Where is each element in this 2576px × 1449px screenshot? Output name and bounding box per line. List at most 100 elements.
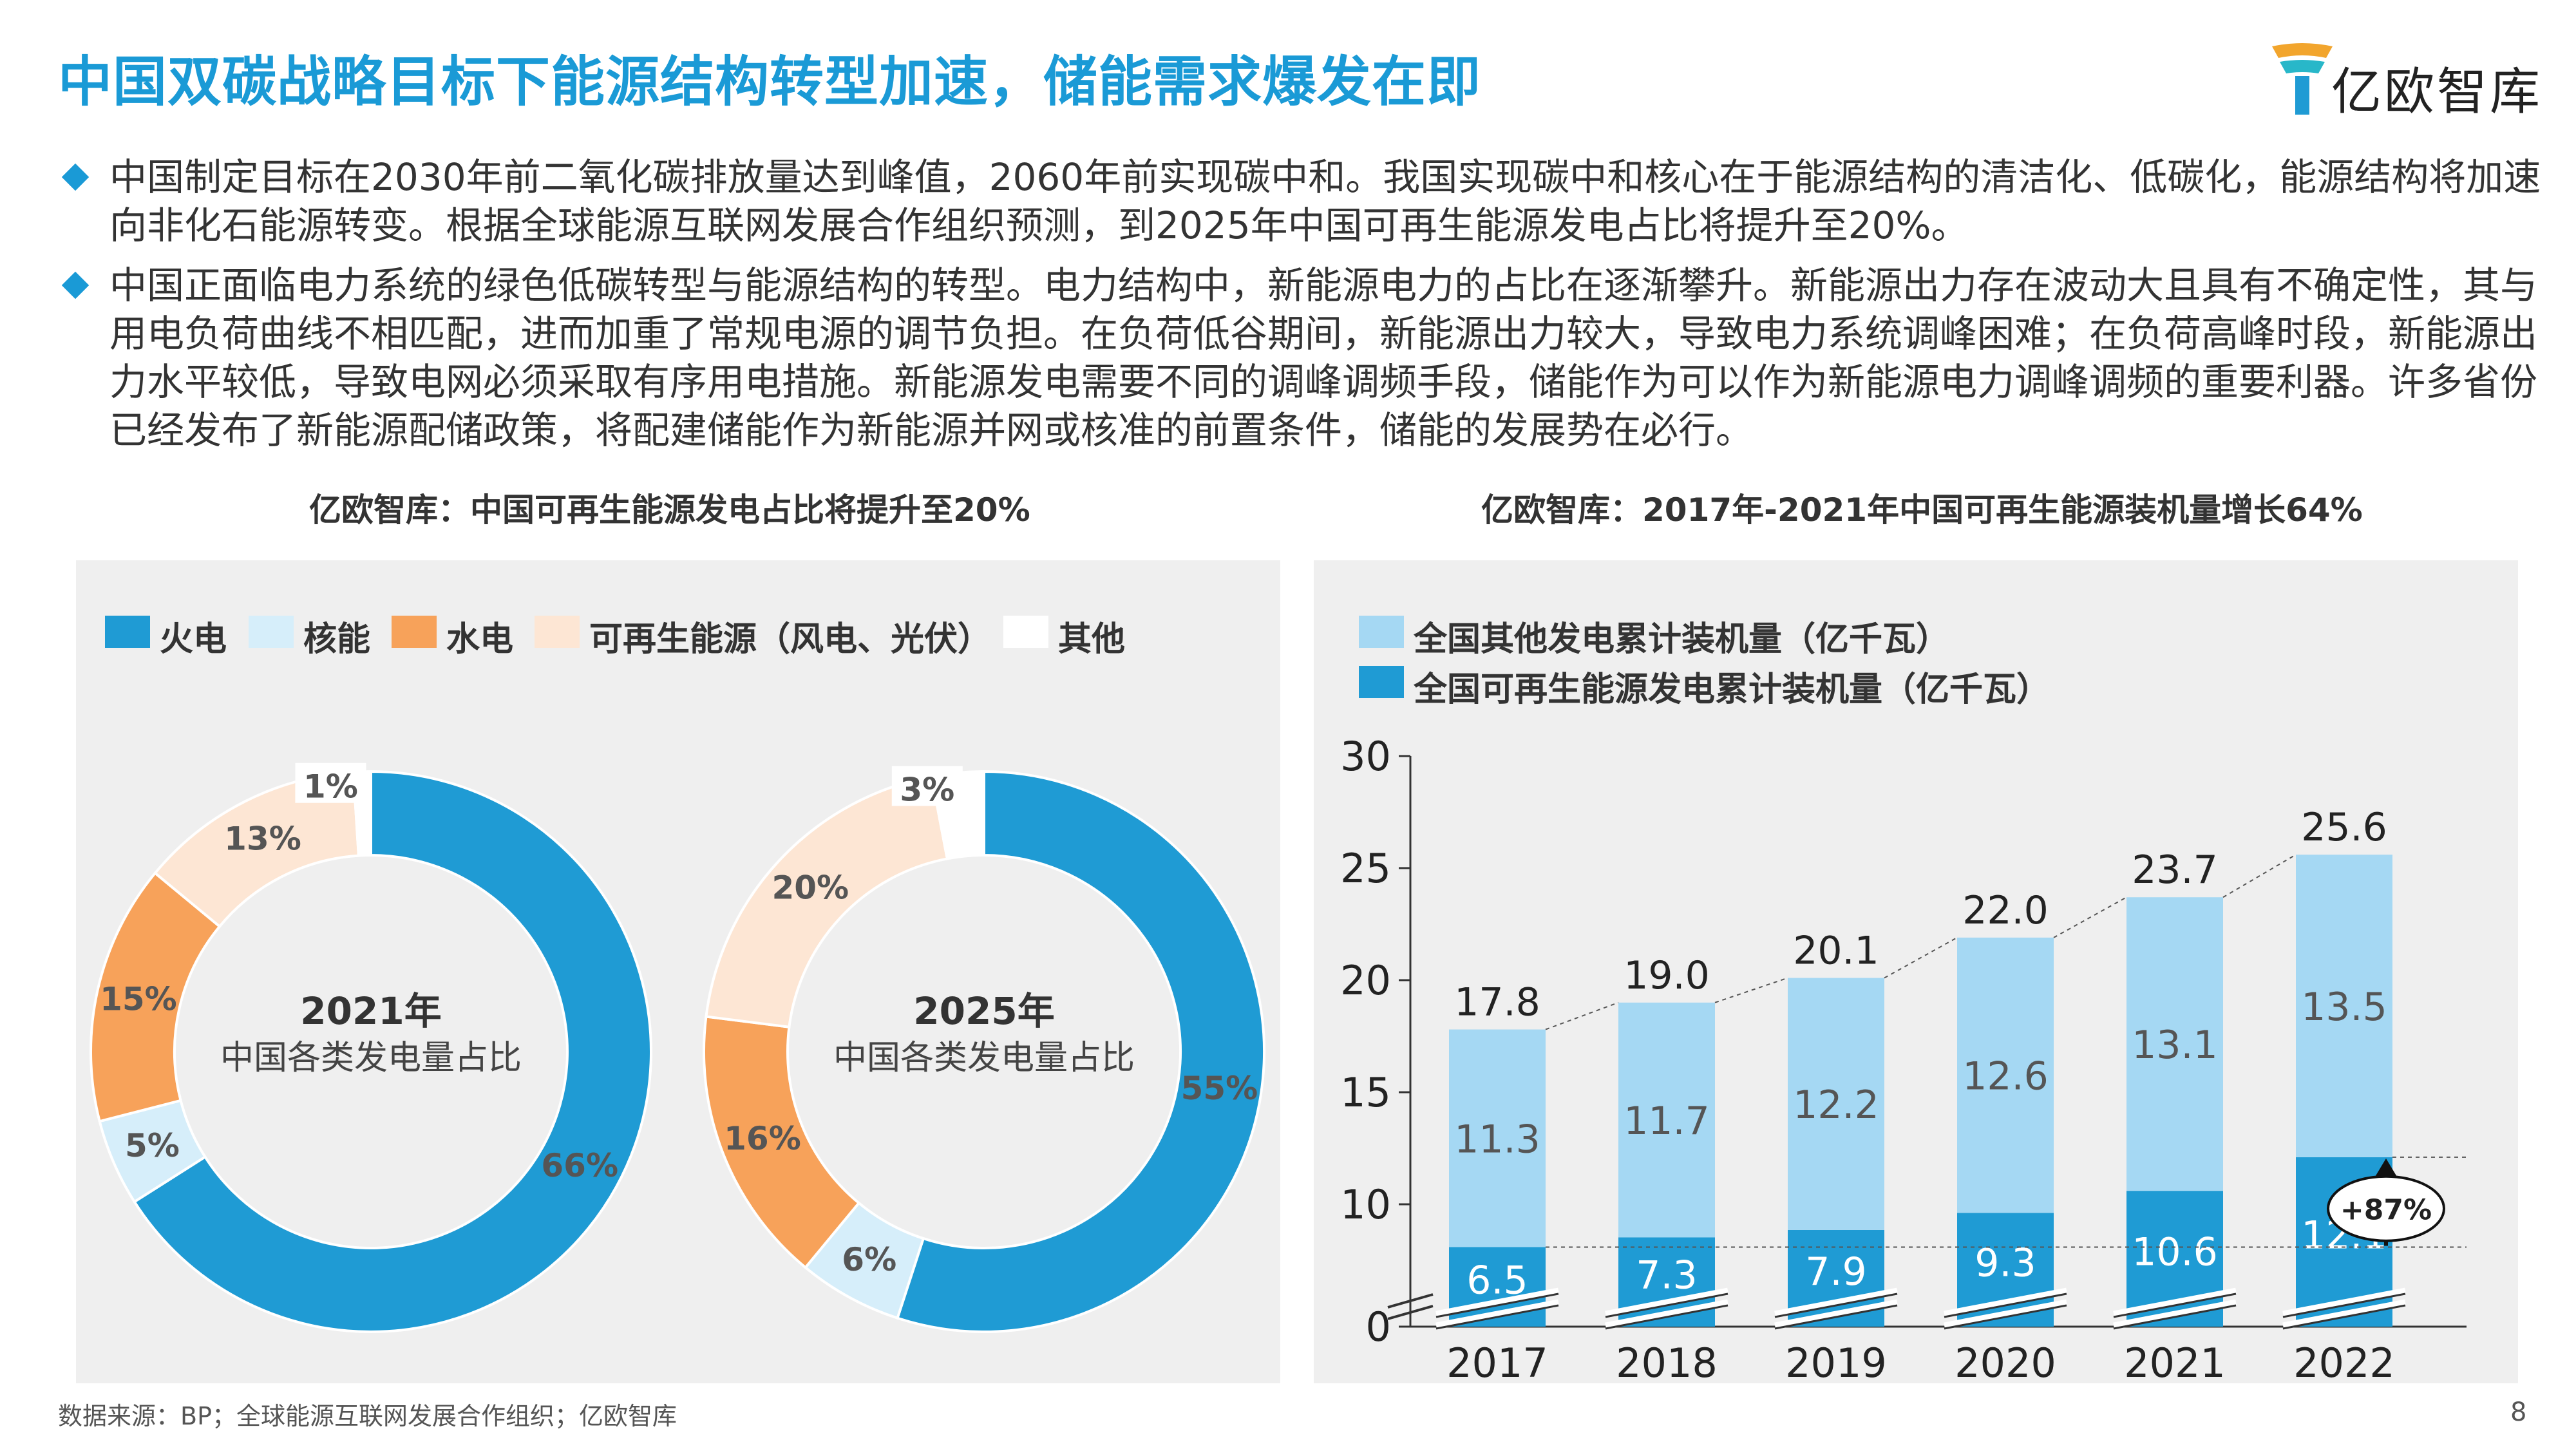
bar-break-gap [1605,1287,1728,1317]
bar-total-label: 20.1 [1793,929,1879,974]
bar-break-mark [1774,1304,1898,1330]
bar-total-label: 23.7 [2132,848,2218,893]
bar-break-gap [1774,1299,1898,1329]
trend-connector [1884,937,1958,979]
label-box [891,766,963,806]
bar-break-mark [2113,1293,2237,1318]
donut-slice [132,770,652,1333]
trend-connector [1545,1001,1619,1030]
bar-annotation: +87% [1545,854,2467,1248]
bullet-text: 中国制定目标在2030年前二氧化碳排放量达到峰值，2060年前实现碳中和。我国实… [109,155,2541,247]
donut-center-subtitle: 中国各类发电量占比 [220,1039,522,1077]
growth-label: +87% [2340,1194,2432,1227]
donut-center-subtitle: 中国各类发电量占比 [833,1039,1135,1077]
legend-swatch [1003,616,1048,648]
donut-charts: 66% 5% 15% 13%1% 55% 6% 16% 20% 3% 2021年 中国各类发电… [90,762,1265,1333]
bar-break-mark [1944,1293,2067,1318]
bar-break-gap [1435,1287,1559,1317]
growth-bubble [2327,1175,2445,1242]
bar-break-gap [1605,1299,1728,1329]
label-box [295,762,366,803]
y-tick-label: 10 [1340,1181,1391,1228]
bullet-item: 中国正面临电力系统的绿色低碳转型与能源结构的转型。电力结构中，新能源电力的占比在… [58,261,2544,455]
bar-break-mark [1435,1293,1559,1318]
bar-total-label: 19.0 [1624,953,1710,998]
legend-swatch [535,616,580,648]
bar-total-label: 25.6 [2301,805,2387,850]
donut-center-title: 2025年 [913,989,1054,1033]
bar-other [1957,937,2054,1213]
bar-chart: 0 10 15 20 25 30 6.5 11.3 17.8 2017 7.3 11.7 19.0 20… [1340,733,2467,1383]
donut-data-label: 13% [224,820,301,857]
x-tick-label: 2019 [1785,1340,1887,1383]
bar-renewable-label: 7.3 [1636,1253,1697,1298]
bar-break-mark [1605,1304,1728,1330]
legend-swatch [1359,616,1404,648]
bar-other [2126,897,2223,1191]
bar-break-gap [2282,1299,2406,1329]
data-source: 数据来源：BP；全球能源互联网发展合作组织；亿欧智库 [58,1402,677,1430]
bar-marks: 6.5 11.3 17.8 2017 7.3 11.7 19.0 2018 7.9 12.2 20.… [1435,805,2406,1383]
donut-data-label: 15% [100,980,177,1018]
bar-other-label: 11.7 [1624,1099,1710,1144]
y-tick-label: 15 [1340,1069,1391,1116]
trend-connector [2222,854,2297,898]
donut-center-title: 2021年 [300,989,441,1033]
legend-swatch [1359,666,1404,698]
x-tick-label: 2018 [1616,1340,1718,1383]
bar-total-label: 17.8 [1454,980,1540,1025]
x-tick-label: 2022 [2293,1340,2395,1383]
bar-break-mark [1435,1304,1559,1330]
donut-data-label: 1% [303,768,358,806]
x-tick-label: 2021 [2124,1340,2226,1383]
trend-connector [2053,896,2127,938]
diamond-icon [61,163,90,191]
axis-break-mark [1387,1293,1434,1309]
donut-data-label: 5% [125,1127,180,1164]
bar-break-mark [1605,1293,1728,1318]
y-tick-label: 25 [1340,845,1391,892]
bar-renewable-label: 6.5 [1466,1258,1528,1303]
bar-break-gap [1435,1299,1559,1329]
bar-other [1449,1029,1546,1247]
bullet-list: 中国制定目标在2030年前二氧化碳排放量达到峰值，2060年前实现碳中和。我国实… [58,153,2544,466]
bullet-item: 中国制定目标在2030年前二氧化碳排放量达到峰值，2060年前实现碳中和。我国实… [58,153,2544,250]
page-number: 8 [2510,1397,2527,1427]
donut-data-label: 3% [900,771,954,808]
bar-other-label: 13.1 [2132,1023,2218,1068]
y-tick-label: 30 [1340,733,1391,780]
legend-swatch [249,616,294,648]
donut-data-label: 55% [1181,1070,1258,1107]
logo-icon [2272,43,2333,115]
donut-legend: 火电 核能 水电 可再生能源（风电、光伏） 其他 [76,560,1280,659]
bar-break-gap [2113,1299,2237,1329]
donut-slice [896,770,1265,1333]
page-title: 中国双碳战略目标下能源结构转型加速，储能需求爆发在即 [58,50,1482,113]
arrow-head-icon [2374,1158,2398,1178]
bar-other-label: 12.6 [1962,1054,2049,1099]
bar-break-mark [2113,1304,2237,1330]
bullet-text: 中国正面临电力系统的绿色低碳转型与能源结构的转型。电力结构中，新能源电力的占比在… [109,263,2538,452]
x-tick-label: 2017 [1446,1340,1548,1383]
diamond-icon [61,271,90,299]
donut-data-label: 16% [724,1120,801,1157]
donut-data-label: 66% [541,1147,618,1184]
bar-other-label: 13.5 [2301,985,2387,1030]
bar-other [1788,978,1884,1230]
bar-renewable-label: 10.6 [2132,1230,2218,1275]
bar-break-mark [1944,1304,2067,1330]
donut-2021: 66% 5% 15% 13%1% [90,762,652,1333]
legend-swatch [392,616,437,648]
bar-other-label: 11.3 [1454,1117,1540,1162]
y-tick-label: 0 [1366,1303,1391,1350]
bar-break-gap [1944,1299,2067,1329]
bar-break-gap [2113,1287,2237,1317]
bar-break-gap [1774,1287,1898,1317]
bar-renewable-label: 7.9 [1805,1249,1866,1294]
bar-other-label: 12.2 [1793,1083,1879,1128]
axis-break-mark [1387,1305,1434,1320]
bar-total-label: 22.0 [1962,888,2049,933]
bar-axis: 0 10 15 20 25 30 [1340,733,2467,1350]
donut-data-label: 20% [772,869,849,907]
bar-break-mark [1774,1293,1898,1318]
